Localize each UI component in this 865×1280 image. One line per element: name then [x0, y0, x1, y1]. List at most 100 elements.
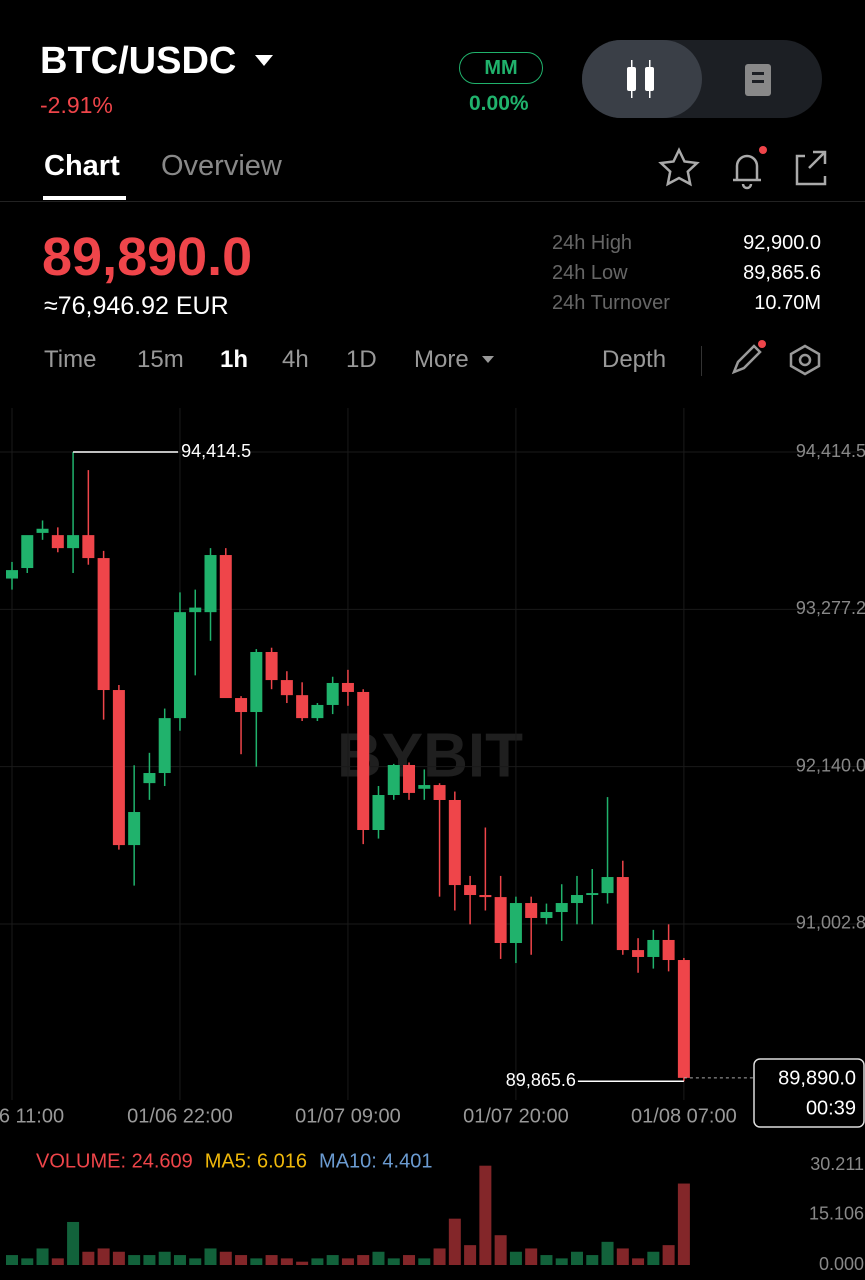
candle-body: [143, 773, 156, 784]
pair[interactable]: BTC/USDC: [40, 40, 237, 82]
depth[interactable]: Depth: [602, 346, 667, 373]
x-tick-label: 01/06 11:00: [0, 1105, 64, 1127]
candle-body: [189, 607, 202, 613]
volume-bar: [418, 1258, 431, 1265]
candle-body: [173, 612, 186, 719]
dropdown-icon[interactable]: [254, 53, 274, 67]
x-tick-label: 01/07 20:00: [463, 1105, 569, 1127]
candle-body: [418, 785, 431, 789]
volume-bar: [464, 1245, 477, 1265]
volume-bar: [82, 1251, 95, 1265]
volume-bar: [128, 1255, 141, 1265]
candle-body: [403, 764, 416, 793]
volume-tick-label: 30.211: [810, 1154, 864, 1174]
last-price-box: [753, 1058, 865, 1128]
candle-body: [433, 785, 446, 800]
candle-body: [250, 651, 263, 713]
view-toggle[interactable]: [582, 40, 822, 118]
volume-bar: [479, 1165, 492, 1265]
more-caret: [482, 356, 494, 363]
interval[interactable]: 1D: [346, 346, 377, 373]
volume-bar: [204, 1248, 217, 1265]
candle-body: [616, 877, 629, 951]
action-icons[interactable]: [655, 144, 835, 190]
volume-bar: [341, 1258, 354, 1265]
volume-bar: [586, 1255, 599, 1265]
last-price-label: 89,890.0: [778, 1067, 856, 1089]
candle-body: [448, 799, 461, 886]
candle-body: [82, 535, 95, 559]
volume-bar: [189, 1258, 202, 1265]
interval[interactable]: 1h: [220, 346, 249, 373]
volume-bar: [433, 1248, 446, 1265]
candle-body: [204, 555, 217, 613]
candle-body: [128, 812, 141, 846]
candle-body: [21, 535, 34, 569]
volume-bar: [662, 1245, 675, 1265]
mm-badge[interactable]: MM: [459, 52, 543, 84]
tab[interactable]: Chart: [44, 150, 120, 182]
y-tick-label: 92,140.0: [796, 755, 865, 775]
volume-bar: [555, 1258, 568, 1265]
volume-legend: MA10: 4.401: [319, 1150, 432, 1172]
stat-value: 10.70M: [754, 292, 821, 314]
tool-icons[interactable]: [728, 338, 828, 380]
x-tick-label: 01/07 09:00: [295, 1105, 401, 1127]
candle-body: [479, 895, 492, 898]
interval[interactable]: More: [414, 346, 469, 373]
volume-bar: [616, 1248, 629, 1265]
candle-body: [36, 528, 49, 533]
volume-bar: [632, 1258, 645, 1265]
candle-body: [296, 695, 309, 719]
y-tick-label: 93,277.2: [796, 598, 865, 618]
volume-bar: [387, 1258, 400, 1265]
volume-bar: [357, 1255, 370, 1265]
volume-bar: [601, 1241, 614, 1265]
stat-value: 92,900.0: [743, 232, 821, 254]
candle-body: [509, 903, 522, 944]
x-tick-label: 01/08 07:00: [631, 1105, 737, 1127]
candle-body: [387, 764, 400, 796]
countdown: 00:39: [806, 1097, 856, 1119]
stat-label: 24h High: [552, 232, 633, 254]
volume-bar: [235, 1255, 248, 1265]
volume-bar: [143, 1255, 156, 1265]
volume-tick-label: 15.106: [809, 1204, 864, 1224]
y-tick-label: 91,002.8: [796, 913, 865, 933]
volume-bar: [67, 1221, 80, 1265]
volume-bar: [36, 1248, 49, 1265]
candle-body: [662, 939, 675, 961]
volume-bar: [51, 1258, 64, 1265]
candle-body: [494, 897, 507, 944]
volume-bar: [326, 1255, 339, 1265]
low-label: 89,865.6: [506, 1070, 576, 1090]
volume-bar: [525, 1248, 538, 1265]
mm-value: 0.00%: [469, 92, 529, 115]
interval[interactable]: 15m: [137, 346, 184, 373]
candle-body: [158, 718, 171, 774]
volume-bar: [494, 1235, 507, 1265]
volume-bar: [448, 1218, 461, 1265]
tab-indicator: [43, 196, 126, 200]
candle-body: [372, 795, 385, 831]
interval[interactable]: Time: [44, 346, 97, 373]
candle-body: [6, 570, 18, 579]
candle-body: [67, 535, 80, 549]
candle-body: [525, 903, 538, 918]
volume-bar: [112, 1251, 125, 1265]
volume-bar: [570, 1251, 583, 1265]
volume-bar: [647, 1251, 660, 1265]
volume-bar: [173, 1255, 186, 1265]
stat-label: 24h Low: [552, 262, 628, 284]
volume-bar: [250, 1258, 263, 1265]
volume-bar: [509, 1251, 522, 1265]
volume-bar: [372, 1251, 385, 1265]
interval[interactable]: 4h: [282, 346, 309, 373]
tab[interactable]: Overview: [161, 150, 282, 182]
high-label: 94,414.5: [181, 441, 251, 461]
volume-legend: VOLUME: 24.609: [36, 1150, 193, 1172]
x-tick-label: 01/06 22:00: [127, 1105, 233, 1127]
volume-bar: [219, 1251, 232, 1265]
